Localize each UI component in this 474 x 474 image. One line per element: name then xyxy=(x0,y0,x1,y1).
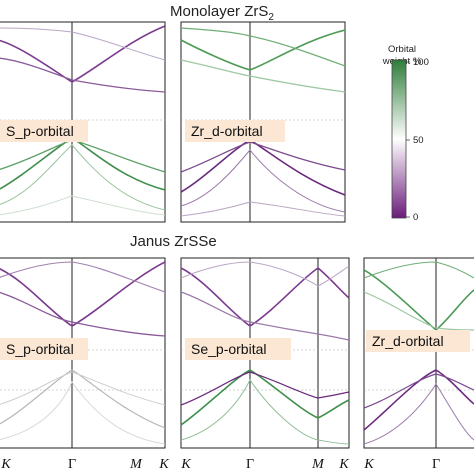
band-line xyxy=(364,269,474,332)
panel-frame xyxy=(180,21,346,223)
k-label-gamma: Γ xyxy=(432,457,440,472)
band-line xyxy=(0,144,165,211)
orbital-label-box xyxy=(0,338,88,360)
k-path-labels: K Γ M K K Γ M K K Γ xyxy=(0,457,440,472)
colorbar-tick-label: 50 xyxy=(413,135,424,146)
orbital-label: Se_p-orbital xyxy=(191,341,267,357)
band-line xyxy=(364,261,474,279)
band-line xyxy=(180,59,345,93)
panel-frame xyxy=(0,257,166,449)
heading-janus: Janus ZrSSe xyxy=(130,233,217,250)
band-line xyxy=(0,261,165,293)
k-label-m: M xyxy=(311,457,325,472)
panel-zrs2-zr-d: Zr_d-orbital xyxy=(180,21,346,223)
panel-frame xyxy=(0,21,166,223)
band-line xyxy=(0,291,165,337)
colorbar-tick-label: 100 xyxy=(413,57,429,68)
panel-janus-zr-d: Zr_d-orbital xyxy=(363,257,474,449)
band-line xyxy=(180,261,350,287)
band-line xyxy=(364,373,474,409)
band-line xyxy=(364,369,474,431)
orbital-label: Zr_d-orbital xyxy=(372,333,444,349)
orbital-label: Zr_d-orbital xyxy=(191,123,263,139)
k-label-k: K xyxy=(180,457,191,472)
band-line xyxy=(180,29,345,71)
k-label-k: K xyxy=(158,457,169,472)
colorbar-title: Orbital xyxy=(388,44,416,55)
panel-zrs2-s-p: S_p-orbital xyxy=(0,21,166,223)
band-line xyxy=(180,201,345,217)
band-line xyxy=(0,27,165,61)
band-line xyxy=(180,139,345,196)
k-label-gamma: Γ xyxy=(68,457,76,472)
band-line xyxy=(180,379,350,445)
band-line xyxy=(0,371,165,406)
orbital-label: S_p-orbital xyxy=(6,341,74,357)
band-line xyxy=(180,141,345,173)
k-label-m: M xyxy=(129,457,143,472)
band-line xyxy=(180,267,350,327)
heading-monolayer: Monolayer ZrS2 xyxy=(170,3,274,23)
k-label-k: K xyxy=(338,457,349,472)
band-line xyxy=(0,57,165,93)
band-line xyxy=(0,195,165,216)
colorbar-gradient xyxy=(391,59,407,219)
k-label-gamma: Γ xyxy=(246,457,254,472)
band-line xyxy=(180,371,350,406)
band-line xyxy=(0,261,165,327)
colorbar: Orbital weight % 100 50 0 xyxy=(382,44,429,223)
panel-frame xyxy=(363,257,474,449)
orbital-label: S_p-orbital xyxy=(6,123,74,139)
orbital-label-box xyxy=(185,338,291,360)
panel-janus-se-p: Se_p-orbital xyxy=(180,257,350,449)
band-line xyxy=(180,369,350,426)
colorbar-tick-label: 0 xyxy=(413,212,418,223)
band-line xyxy=(0,380,165,445)
band-line xyxy=(364,291,474,331)
panel-frame xyxy=(180,257,350,449)
k-label-k: K xyxy=(0,457,11,472)
panel-janus-s-p: S_p-orbital xyxy=(0,257,166,449)
orbital-label-box xyxy=(185,120,285,142)
band-line xyxy=(180,291,350,341)
band-line xyxy=(0,25,165,83)
orbital-label-box xyxy=(366,330,470,352)
k-label-k: K xyxy=(363,457,374,472)
band-line xyxy=(0,369,165,429)
band-line xyxy=(364,383,474,445)
band-line xyxy=(180,149,345,213)
band-line xyxy=(180,27,345,67)
orbital-label-box xyxy=(0,120,88,142)
